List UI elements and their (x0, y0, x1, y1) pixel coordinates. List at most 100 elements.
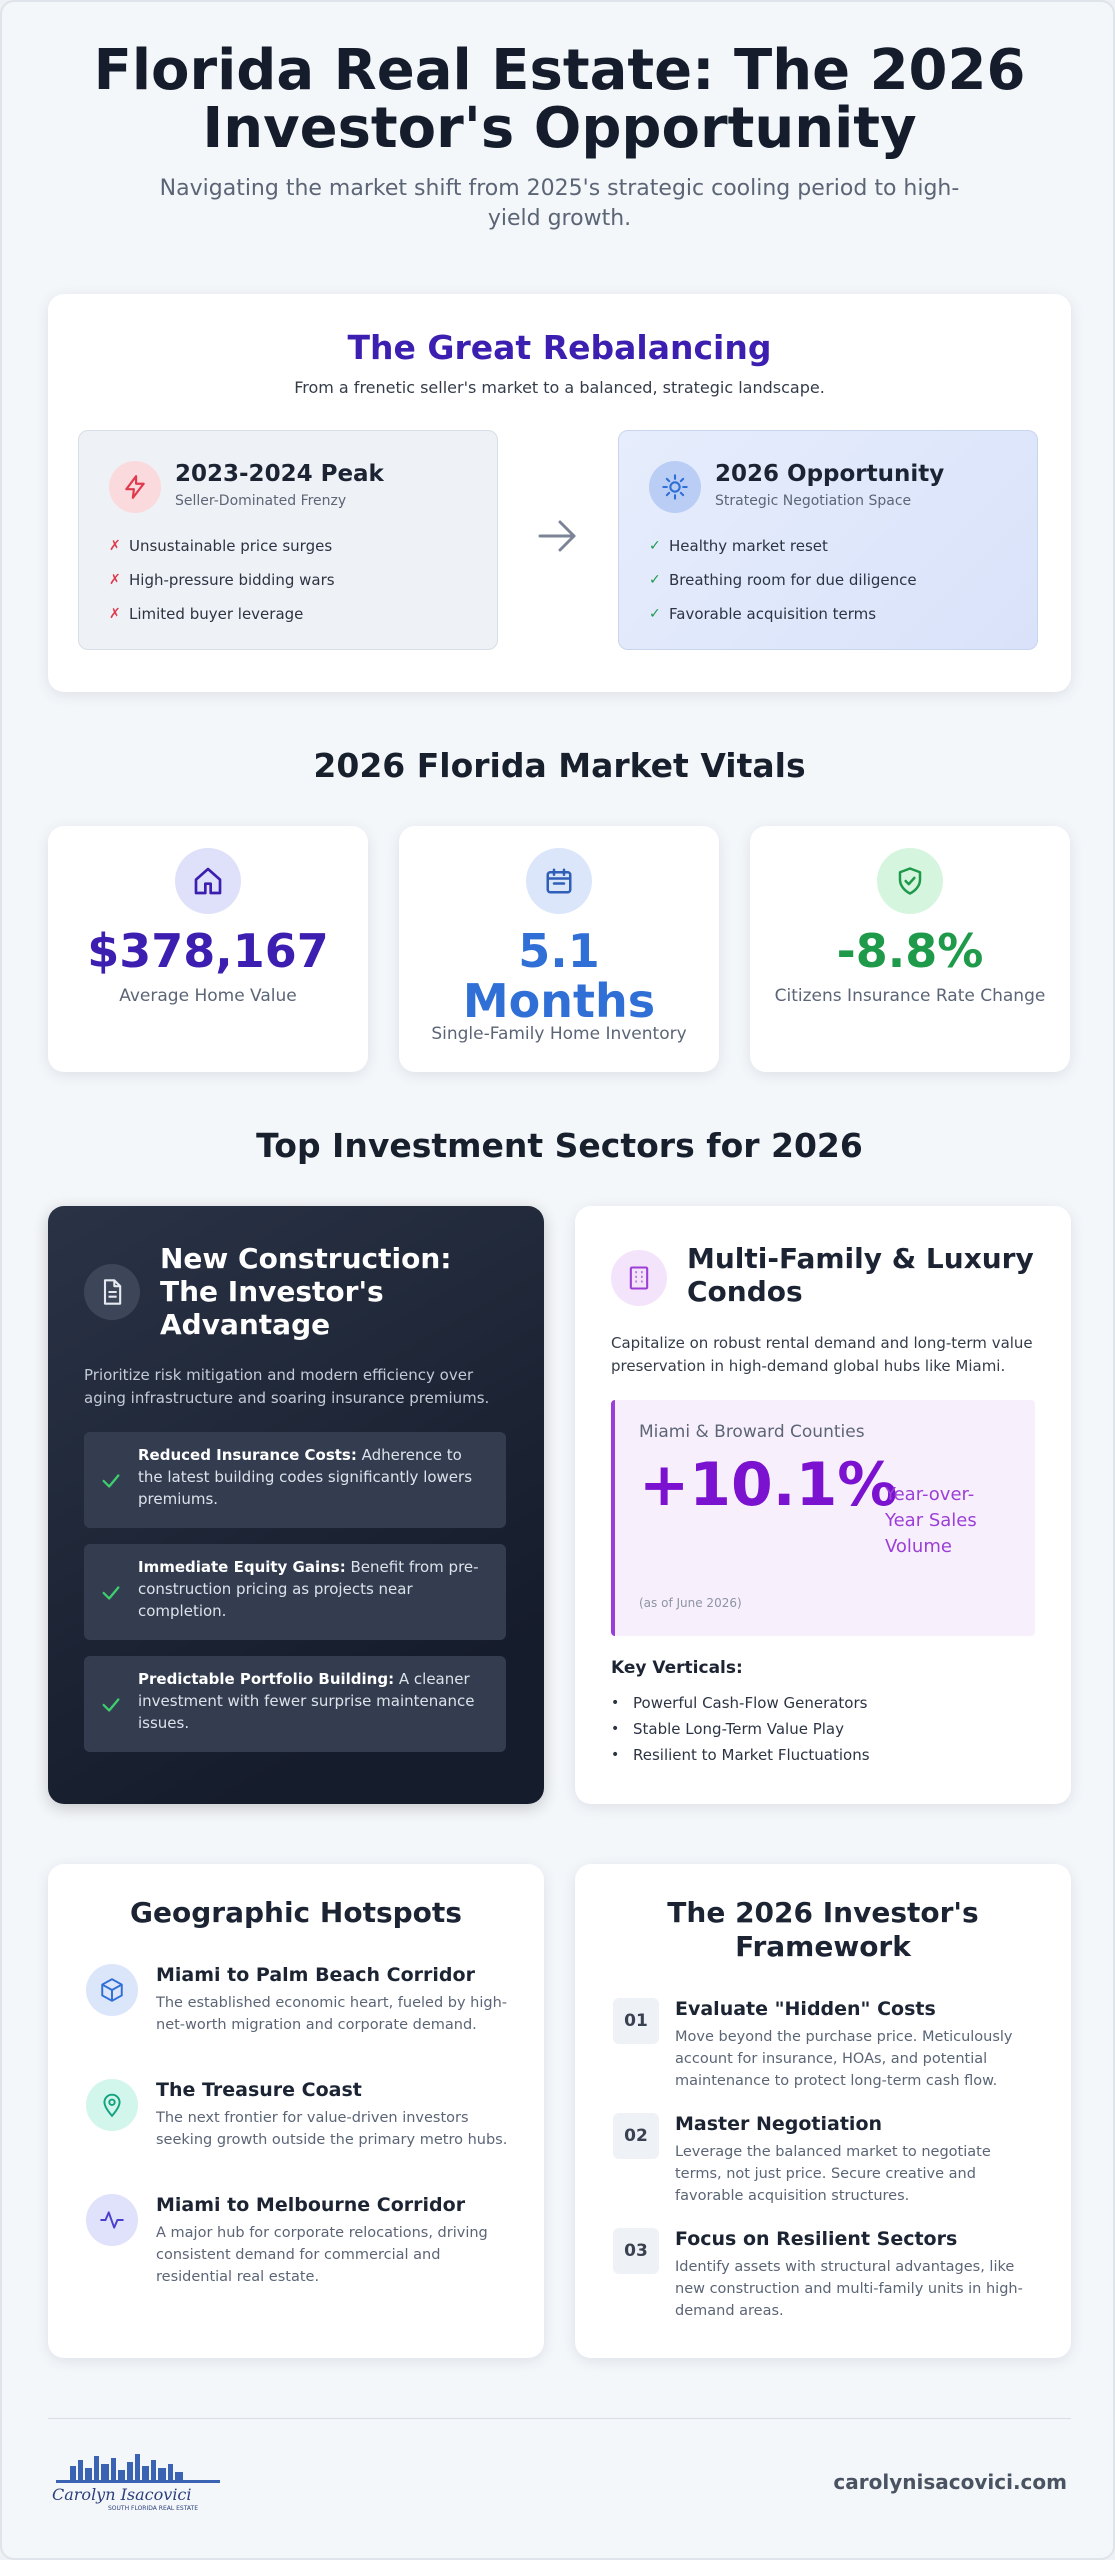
check-icon (102, 1698, 120, 1712)
vital-value: 5.1 Months (462, 924, 656, 1028)
benefit-title: Predictable Portfolio Building: (138, 1670, 395, 1688)
rebalancing-card: The Great Rebalancing From a frenetic se… (48, 294, 1071, 692)
investor-framework-card: The 2026 Investor's Framework 01 Evaluat… (575, 1864, 1071, 2358)
new-construction-description: Prioritize risk mitigation and modern ef… (84, 1366, 490, 1407)
x-mark-icon: ✗ (109, 606, 121, 622)
list-item: • Stable Long-Term Value Play (611, 1720, 844, 1738)
vitals-heading: 2026 Florida Market Vitals (313, 746, 806, 785)
check-icon: ✓ (649, 538, 661, 554)
x-mark-icon: ✗ (109, 572, 121, 588)
hotspot-text: The next frontier for value-driven inves… (156, 2110, 508, 2148)
page-subtitle: Navigating the market shift from 2025's … (159, 176, 960, 231)
past-list: ✗ Unsustainable price surges ✗ High-pressu… (109, 529, 335, 631)
stat-unit: Year-over-Year Sales Volume (885, 1484, 977, 1557)
footer-divider (48, 2418, 1071, 2419)
hotspot-title: The Treasure Coast (156, 2079, 362, 2101)
benefit-text: Adherence to the latest building codes s… (138, 1446, 473, 1508)
list-item: ✗ Unsustainable price surges (109, 537, 333, 555)
hotspot-text: The established economic heart, fueled b… (156, 1995, 508, 2033)
list-item: • Powerful Cash-Flow Generators (611, 1694, 868, 1712)
hotspot-text: A major hub for corporate relocations, d… (156, 2225, 488, 2285)
logo-name: Carolyn Isacovici (52, 2485, 192, 2504)
hotspot-title: Miami to Palm Beach Corridor (156, 1964, 475, 1986)
vital-label: Citizens Insurance Rate Change (774, 986, 1046, 1006)
calendar-icon (526, 848, 592, 914)
step-number: 03 (613, 2228, 659, 2274)
hotspot-title: Miami to Melbourne Corridor (156, 2194, 466, 2216)
rebalancing-title: The Great Rebalancing (347, 328, 772, 367)
benefit-item: Immediate Equity Gains: Benefit from pre… (84, 1544, 506, 1640)
step-number: 02 (613, 2113, 659, 2159)
building-icon (611, 1250, 667, 1306)
page-title: Florida Real Estate: The 2026 Investor's… (93, 38, 1026, 161)
past-panel: 2023-2024 Peak Seller-Dominated Frenzy ✗… (78, 430, 498, 650)
sales-volume-stat: Miami & Broward Counties +10.1% Year-ove… (611, 1400, 1035, 1636)
new-construction-title: New Construction: The Investor's Advanta… (160, 1242, 452, 1341)
step-text: Move beyond the purchase price. Meticulo… (675, 2029, 1013, 2089)
step-text: Identify assets with structural advantag… (675, 2259, 1023, 2319)
step-title: Master Negotiation (675, 2113, 883, 2135)
benefit-title: Immediate Equity Gains: (138, 1558, 346, 1576)
future-subtitle: Strategic Negotiation Space (715, 493, 912, 509)
arrow-right-icon (538, 520, 576, 552)
sectors-heading: Top Investment Sectors for 2026 (256, 1126, 863, 1165)
vital-label: Single-Family Home Inventory (431, 1024, 687, 1044)
stat-note: (as of June 2026) (639, 1596, 742, 1610)
document-icon (84, 1264, 140, 1320)
check-icon (102, 1474, 120, 1488)
benefit-text: A cleaner investment with fewer surprise… (138, 1670, 475, 1732)
lightning-icon (109, 461, 161, 513)
vital-value: $378,167 (87, 924, 329, 978)
list-item: ✓ Healthy market reset (649, 537, 828, 555)
step-text: Leverage the balanced market to negotiat… (675, 2144, 991, 2204)
home-icon (175, 848, 241, 914)
vital-value: -8.8% (836, 924, 984, 978)
sparkle-badge-icon (649, 461, 701, 513)
verticals-title: Key Verticals: (611, 1658, 743, 1678)
multi-family-title: Multi-Family & Luxury Condos (687, 1242, 1034, 1308)
vital-label: Average Home Value (119, 986, 297, 1006)
list-item: ✗ Limited buyer leverage (109, 605, 304, 623)
step-title: Evaluate "Hidden" Costs (675, 1998, 936, 2020)
new-construction-card: New Construction: The Investor's Advanta… (48, 1206, 544, 1804)
step-number: 01 (613, 1998, 659, 2044)
shield-check-icon (877, 848, 943, 914)
stat-region-label: Miami & Broward Counties (639, 1422, 865, 1442)
vital-card-home-value: $378,167 Average Home Value (48, 826, 368, 1072)
list-item: • Resilient to Market Fluctuations (611, 1746, 870, 1764)
past-subtitle: Seller-Dominated Frenzy (175, 493, 347, 509)
map-pin-icon (86, 2079, 138, 2131)
benefit-item: Predictable Portfolio Building: A cleane… (84, 1656, 506, 1752)
check-icon (102, 1586, 120, 1600)
benefit-title: Reduced Insurance Costs: (138, 1446, 357, 1464)
future-title: 2026 Opportunity (715, 461, 945, 487)
list-item: ✓ Breathing room for due diligence (649, 571, 917, 589)
benefit-text: Benefit from pre-construction pricing as… (138, 1558, 479, 1620)
benefit-item: Reduced Insurance Costs: Adherence to th… (84, 1432, 506, 1528)
pulse-icon (86, 2194, 138, 2246)
check-icon: ✓ (649, 606, 661, 622)
multi-family-card: Multi-Family & Luxury Condos Capitalize … (575, 1206, 1071, 1804)
geographic-hotspots-card: Geographic Hotspots Miami to Palm Beach … (48, 1864, 544, 2358)
cube-icon (86, 1964, 138, 2016)
multi-family-description: Capitalize on robust rental demand and l… (611, 1334, 1033, 1375)
vital-card-insurance: -8.8% Citizens Insurance Rate Change (750, 826, 1070, 1072)
rebalancing-subtitle: From a frenetic seller's market to a bal… (294, 378, 825, 397)
vital-card-inventory: 5.1 Months Single-Family Home Inventory (399, 826, 719, 1072)
logo-tagline: SOUTH FLORIDA REAL ESTATE (108, 2505, 198, 2512)
geo-title: Geographic Hotspots (130, 1896, 462, 1929)
past-title: 2023-2024 Peak (175, 461, 384, 487)
stat-value: +10.1% (639, 1450, 898, 1520)
future-list: ✓ Healthy market reset ✓ Breathing room fo… (649, 529, 917, 631)
future-panel: 2026 Opportunity Strategic Negotiation S… (618, 430, 1038, 650)
check-icon: ✓ (649, 572, 661, 588)
x-mark-icon: ✗ (109, 538, 121, 554)
list-item: ✗ High-pressure bidding wars (109, 571, 335, 589)
step-title: Focus on Resilient Sectors (675, 2228, 958, 2250)
brand-logo[interactable]: Carolyn Isacovici SOUTH FLORIDA REAL EST… (48, 2448, 228, 2514)
framework-title: The 2026 Investor's Framework (667, 1896, 979, 1963)
verticals-list: • Powerful Cash-Flow Generators • Stable L… (611, 1690, 870, 1768)
list-item: ✓ Favorable acquisition terms (649, 605, 877, 623)
website-link[interactable]: carolynisacovici.com (833, 2470, 1067, 2494)
